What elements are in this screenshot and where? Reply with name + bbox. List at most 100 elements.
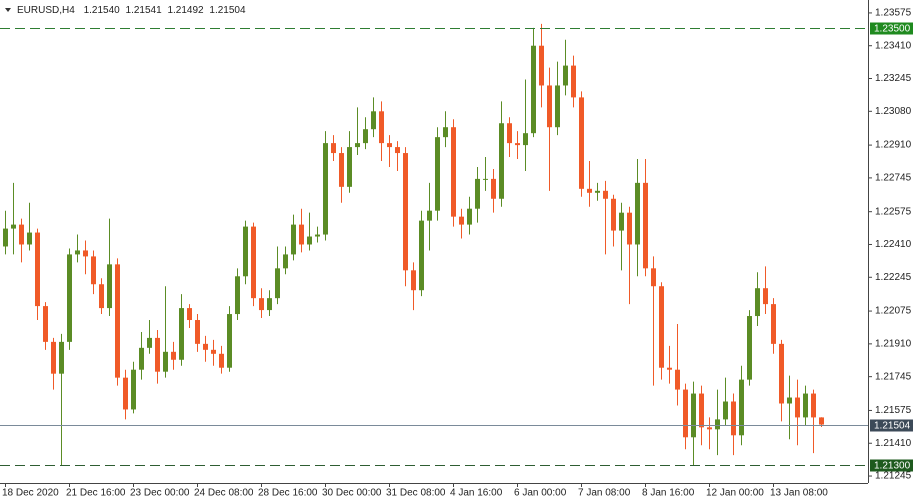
candle-body	[187, 308, 192, 321]
candle-body	[155, 337, 160, 372]
price-level-tag	[870, 459, 913, 472]
candle-body	[755, 288, 760, 317]
candle-body	[411, 270, 416, 291]
candle-body	[523, 133, 528, 146]
candle-body	[435, 137, 440, 211]
candle-body	[731, 401, 736, 436]
candle-body	[619, 212, 624, 231]
candle-body	[771, 304, 776, 344]
y-tick-label: 1.22075	[875, 306, 912, 317]
candle-body	[803, 393, 808, 418]
y-tick-label: 1.21910	[875, 339, 912, 350]
candle-body	[499, 123, 504, 199]
header-open: 1.21540	[84, 5, 121, 16]
price-level-tag	[870, 22, 913, 35]
candle-body	[219, 353, 224, 368]
candle-body	[267, 298, 272, 311]
y-tick-label: 1.23410	[875, 40, 912, 51]
candle-body	[451, 127, 456, 217]
candle-body	[163, 351, 168, 372]
candle-body	[315, 234, 320, 237]
candle-body	[659, 286, 664, 368]
candle-body	[243, 226, 248, 277]
y-tick-label: 1.22575	[875, 206, 912, 217]
y-tick-label: 1.22245	[875, 272, 912, 283]
x-tick-label: 18 Dec 2020	[2, 488, 59, 499]
candle-body	[259, 298, 264, 311]
y-tick-label: 1.21245	[875, 471, 912, 482]
candle-body	[35, 232, 40, 307]
candle-body	[131, 369, 136, 410]
candle-body	[483, 178, 488, 180]
candle-body	[3, 228, 8, 247]
candle-body	[323, 143, 328, 235]
x-tick-label: 23 Dec 00:00	[130, 488, 190, 499]
symbol-menu-icon[interactable]	[5, 8, 11, 12]
candle-body	[147, 337, 152, 348]
candle-body	[107, 264, 112, 309]
candle-body	[291, 224, 296, 255]
candle-body	[355, 143, 360, 148]
candle-body	[691, 393, 696, 438]
price-level-label: 1.23500	[874, 24, 911, 35]
candle-body	[555, 85, 560, 128]
y-tick-label: 1.23080	[875, 106, 912, 117]
candle-body	[611, 198, 616, 231]
candle-body	[491, 178, 496, 199]
candle-body	[627, 212, 632, 245]
candle-body	[227, 314, 232, 368]
x-tick-label: 31 Dec 08:00	[386, 488, 446, 499]
candle-body	[331, 143, 336, 154]
candle-body	[635, 182, 640, 245]
symbol: EURUSD,H4	[17, 5, 75, 16]
candle-body	[347, 147, 352, 187]
header-low: 1.21492	[167, 5, 204, 16]
candle-body	[283, 254, 288, 269]
price-level-label: 1.21300	[874, 461, 911, 472]
candle-body	[739, 379, 744, 436]
candle-body	[507, 123, 512, 144]
candle-body	[51, 341, 56, 374]
candle-body	[307, 236, 312, 245]
candle-body	[747, 316, 752, 380]
candle-body	[139, 347, 144, 370]
candle-body	[339, 153, 344, 187]
candle-body	[179, 308, 184, 360]
candle-body	[115, 264, 120, 378]
candle-body	[795, 397, 800, 418]
candle-body	[195, 320, 200, 344]
candle-body	[819, 417, 824, 425]
header-close: 1.21504	[209, 5, 246, 16]
header-high: 1.21541	[126, 5, 163, 16]
candle-body	[571, 65, 576, 98]
candle-body	[683, 389, 688, 438]
candle-body	[779, 343, 784, 404]
x-tick-label: 21 Dec 16:00	[66, 488, 126, 499]
candle-body	[643, 182, 648, 269]
candle-body	[203, 343, 208, 350]
candle-body	[19, 224, 24, 245]
y-tick-label: 1.22410	[875, 239, 912, 250]
price-level-label: 1.21504	[874, 421, 911, 432]
candle-body	[403, 153, 408, 271]
candle-body	[395, 147, 400, 154]
candle-body	[475, 178, 480, 209]
candle-body	[83, 250, 88, 257]
candle-body	[547, 85, 552, 128]
candle-body	[59, 341, 64, 374]
candle-body	[363, 129, 368, 144]
candle-body	[563, 65, 568, 86]
x-tick-label: 28 Dec 16:00	[258, 488, 318, 499]
candle-body	[419, 220, 424, 291]
candle-body	[11, 224, 16, 229]
x-tick-label: 4 Jan 16:00	[450, 488, 503, 499]
chart-header: EURUSD,H4 1.21540 1.21541 1.21492 1.2150…	[17, 5, 246, 16]
candle-body	[67, 254, 72, 342]
candle-body	[123, 377, 128, 410]
y-tick-label: 1.23245	[875, 73, 912, 84]
candle-body	[275, 268, 280, 299]
candle-body	[467, 208, 472, 225]
x-tick-label: 24 Dec 08:00	[194, 488, 254, 499]
candle-body	[427, 210, 432, 221]
candle-body	[371, 111, 376, 130]
